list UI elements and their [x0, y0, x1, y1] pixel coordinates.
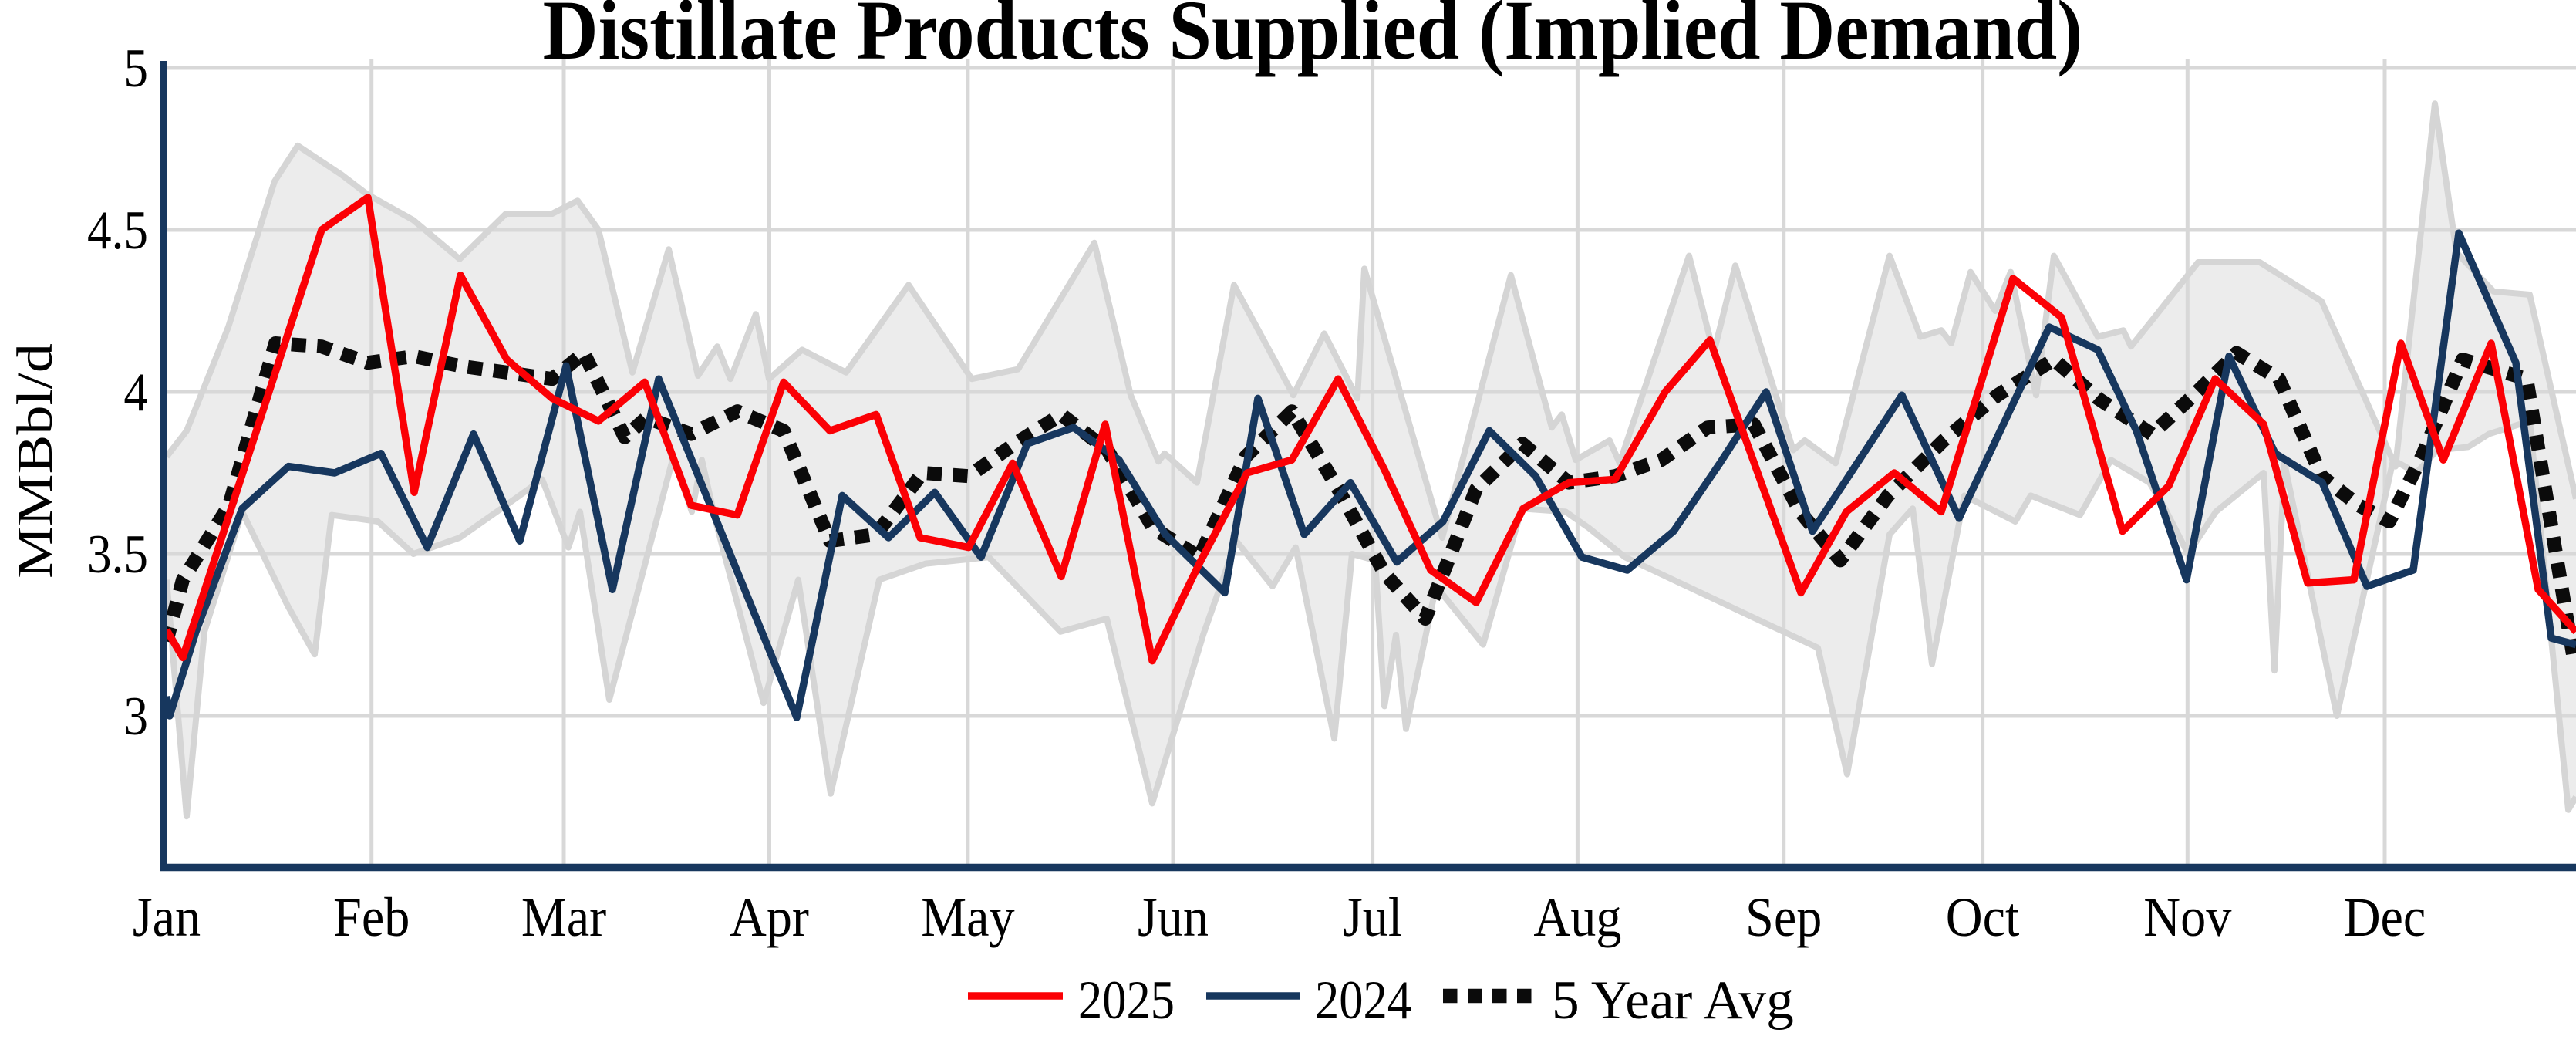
- svg-text:Feb: Feb: [333, 886, 410, 947]
- svg-text:Aug: Aug: [1533, 886, 1621, 947]
- svg-text:Dec: Dec: [2344, 886, 2426, 947]
- svg-text:Apr: Apr: [730, 886, 809, 947]
- svg-text:3.5: 3.5: [87, 524, 148, 585]
- svg-text:Nov: Nov: [2143, 886, 2231, 947]
- svg-text:Oct: Oct: [1946, 886, 2020, 947]
- svg-text:Jun: Jun: [1138, 886, 1209, 947]
- svg-text:Jul: Jul: [1343, 886, 1402, 947]
- svg-text:2025: 2025: [1078, 970, 1175, 1031]
- svg-text:Mar: Mar: [521, 886, 606, 947]
- svg-text:Jan: Jan: [133, 886, 201, 947]
- svg-text:3: 3: [123, 686, 148, 747]
- svg-text:Distillate Products Supplied (: Distillate Products Supplied (Implied De…: [543, 0, 2083, 77]
- svg-text:5 Year Avg: 5 Year Avg: [1552, 970, 1794, 1031]
- svg-text:MMBbl/d: MMBbl/d: [7, 343, 63, 579]
- svg-text:May: May: [921, 886, 1015, 947]
- svg-text:2024: 2024: [1315, 970, 1411, 1031]
- svg-text:4: 4: [123, 362, 148, 423]
- svg-text:4.5: 4.5: [87, 200, 148, 261]
- svg-text:Sep: Sep: [1745, 886, 1822, 947]
- svg-text:5: 5: [123, 38, 148, 99]
